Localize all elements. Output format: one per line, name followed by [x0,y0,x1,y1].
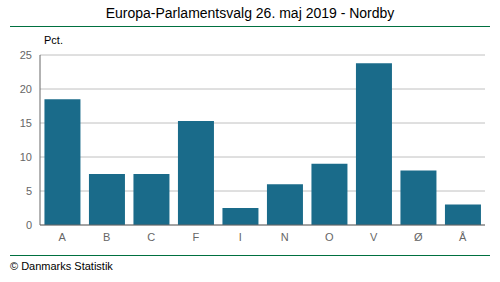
svg-text:Ø: Ø [414,231,423,243]
svg-text:B: B [103,231,110,243]
svg-text:20: 20 [20,83,32,95]
svg-text:15: 15 [20,117,32,129]
svg-text:I: I [239,231,242,243]
html-text:Pct.: Pct. [44,34,63,46]
svg-text:A: A [59,231,67,243]
svg-text:F: F [192,231,199,243]
svg-text:5: 5 [26,185,32,197]
html-text:© Danmarks Statistik: © Danmarks Statistik [10,260,113,272]
svg-text:V: V [370,231,378,243]
svg-text:C: C [147,231,155,243]
html-text:Europa-Parlamentsvalg 26. maj: Europa-Parlamentsvalg 26. maj 2019 - Nor… [105,5,395,21]
svg-text:10: 10 [20,151,32,163]
svg-text:0: 0 [26,219,32,231]
svg-text:Å: Å [459,231,467,243]
svg-text:25: 25 [20,49,32,61]
svg-text:N: N [281,231,289,243]
svg-text:O: O [325,231,334,243]
